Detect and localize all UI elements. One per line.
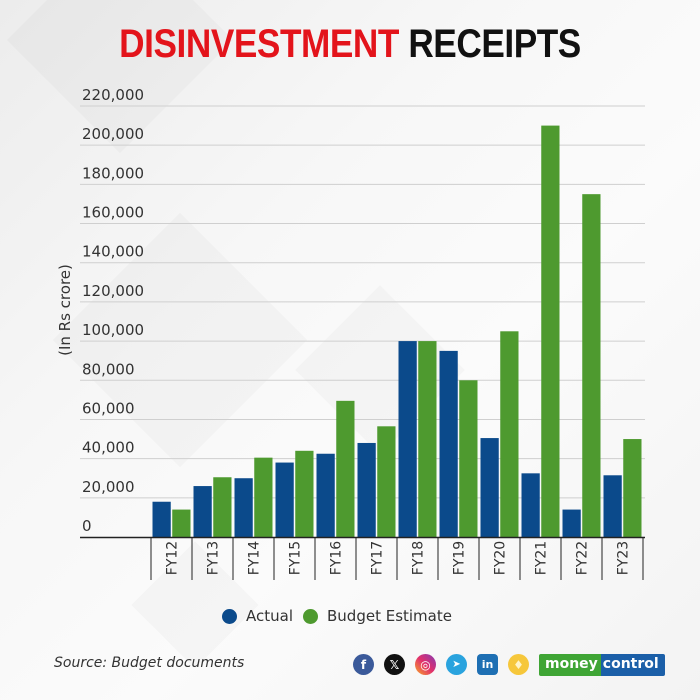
x-tick-label: FY15 <box>288 541 304 575</box>
y-tick-label: 100,000 <box>82 321 144 339</box>
chart-title: DISINVESTMENT RECEIPTS <box>42 22 658 67</box>
x-icon[interactable]: 𝕏 <box>384 654 405 675</box>
x-tick-label: FY19 <box>452 541 468 575</box>
x-tick-label: FY13 <box>206 541 222 575</box>
facebook-icon[interactable]: f <box>353 654 374 675</box>
legend-swatch-budget-estimate <box>303 608 318 624</box>
x-tick-label: FY21 <box>534 541 550 575</box>
legend-item-budget-estimate: Budget Estimate <box>303 607 452 625</box>
bar-actual-fy20 <box>480 438 499 537</box>
instagram-icon[interactable]: ◎ <box>415 654 436 675</box>
bar-actual-fy22 <box>562 509 581 537</box>
x-tick-label: FY23 <box>616 541 632 575</box>
logo-money: money <box>539 654 601 676</box>
bar-actual-fy17 <box>357 442 376 537</box>
linkedin-icon[interactable]: in <box>477 654 498 675</box>
bar-actual-fy23 <box>603 475 622 537</box>
telegram-icon[interactable]: ➤ <box>446 654 467 675</box>
legend-swatch-actual <box>222 608 237 624</box>
x-axis: FY12 FY13 FY14 FY15 FY16 FY17 FY18 FY19 FY20 FY21… <box>80 536 645 580</box>
y-tick-label: 0 <box>82 517 92 535</box>
legend-item-actual: Actual <box>222 607 293 625</box>
legend-label-budget-estimate: Budget Estimate <box>327 607 452 625</box>
y-tick-label: 200,000 <box>82 125 144 143</box>
bar-actual-fy13 <box>193 486 212 537</box>
bar-actual-fy12 <box>152 501 171 537</box>
x-tick-label: FY17 <box>370 541 386 575</box>
koo-icon[interactable]: ♦ <box>508 654 529 675</box>
x-tick-label: FY20 <box>493 541 509 575</box>
title-highlight: DISINVESTMENT <box>119 22 399 66</box>
bar-budget-estimate-fy15 <box>295 450 314 537</box>
x-tick-label: FY14 <box>247 541 263 576</box>
y-tick-label: 120,000 <box>82 282 144 300</box>
bar-budget-estimate-fy17 <box>377 426 396 537</box>
y-tick-label: 20,000 <box>82 478 135 496</box>
moneycontrol-logo: money control <box>539 654 665 676</box>
x-tick-label: FY16 <box>329 541 345 576</box>
bar-budget-estimate-fy18 <box>418 341 437 537</box>
bar-budget-estimate-fy19 <box>459 380 478 537</box>
bar-budget-estimate-fy12 <box>172 509 191 537</box>
bar-actual-fy14 <box>234 478 253 537</box>
y-tick-label: 60,000 <box>82 399 135 417</box>
x-tick-label: FY12 <box>165 541 181 575</box>
x-tick-label: FY18 <box>411 541 427 575</box>
bar-actual-fy18 <box>398 341 417 537</box>
bar-actual-fy21 <box>521 473 540 537</box>
bar-actual-fy19 <box>439 350 458 537</box>
bars <box>152 125 642 537</box>
source-note: Source: Budget documents <box>54 655 245 671</box>
y-tick-label: 220,000 <box>82 86 144 104</box>
social-icons: f 𝕏 ◎ ➤ in ♦ <box>353 654 539 675</box>
bar-actual-fy16 <box>316 453 335 537</box>
bar-budget-estimate-fy13 <box>213 477 232 537</box>
logo-control: control <box>600 654 665 676</box>
bar-budget-estimate-fy20 <box>500 331 519 537</box>
y-tick-label: 80,000 <box>82 360 135 378</box>
bar-budget-estimate-fy23 <box>623 439 642 537</box>
bar-budget-estimate-fy21 <box>541 125 560 537</box>
y-tick-label: 140,000 <box>82 243 144 261</box>
y-tick-label: 180,000 <box>82 164 144 182</box>
bar-budget-estimate-fy14 <box>254 457 273 537</box>
bar-budget-estimate-fy16 <box>336 400 355 537</box>
bar-actual-fy15 <box>275 462 294 537</box>
y-tick-label: 40,000 <box>82 439 135 457</box>
bar-budget-estimate-fy22 <box>582 194 601 537</box>
y-tick-labels: 0 20,000 40,000 60,000 80,000 100,000 120,000 1… <box>82 86 144 535</box>
legend: Actual Budget Estimate <box>222 607 462 625</box>
y-tick-label: 160,000 <box>82 204 144 222</box>
legend-label-actual: Actual <box>246 607 293 625</box>
gridlines <box>80 105 645 499</box>
title-rest: RECEIPTS <box>408 22 581 66</box>
x-tick-label: FY22 <box>575 541 591 575</box>
